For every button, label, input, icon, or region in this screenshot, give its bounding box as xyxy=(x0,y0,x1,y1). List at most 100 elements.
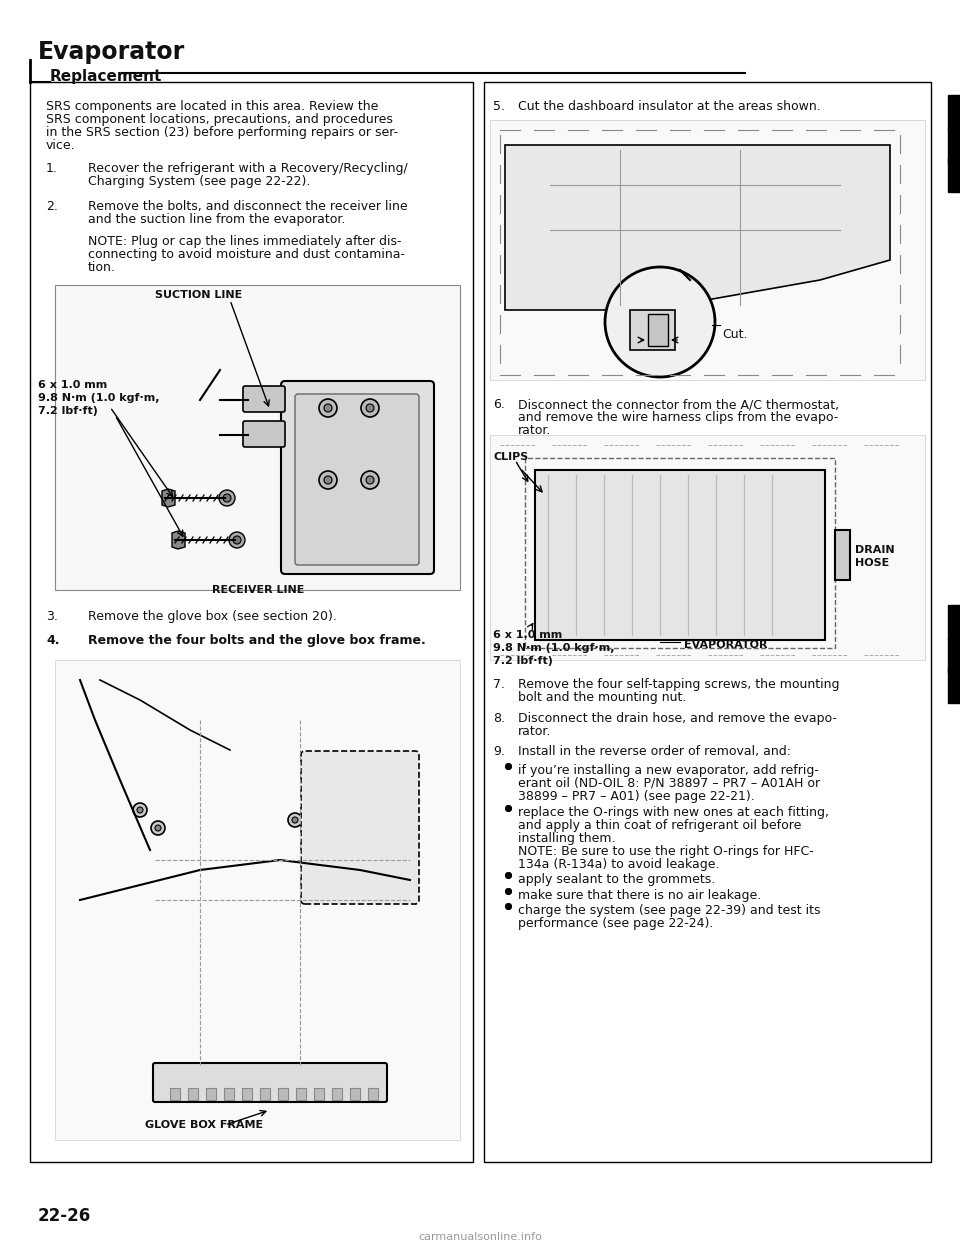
Circle shape xyxy=(605,267,715,378)
Bar xyxy=(535,469,825,640)
Text: Cut the dashboard insulator at the areas shown.: Cut the dashboard insulator at the areas… xyxy=(518,101,821,113)
Text: Replacement: Replacement xyxy=(50,70,162,84)
Text: CLIPS: CLIPS xyxy=(493,452,528,462)
Text: SRS component locations, precautions, and procedures: SRS component locations, precautions, an… xyxy=(46,113,393,125)
Text: 2.: 2. xyxy=(46,200,58,212)
Bar xyxy=(55,284,460,590)
Bar xyxy=(948,94,960,130)
Text: and apply a thin coat of refrigerant oil before: and apply a thin coat of refrigerant oil… xyxy=(518,818,802,832)
Text: 4.: 4. xyxy=(46,633,60,647)
Text: 38899 – PR7 – A01) (see page 22-21).: 38899 – PR7 – A01) (see page 22-21). xyxy=(518,790,755,804)
Text: 3.: 3. xyxy=(46,610,58,623)
Circle shape xyxy=(137,807,143,814)
Text: 6.: 6. xyxy=(493,397,505,411)
Bar xyxy=(296,1088,306,1100)
Text: Disconnect the drain hose, and remove the evapo-: Disconnect the drain hose, and remove th… xyxy=(518,712,837,725)
Text: DRAIN: DRAIN xyxy=(855,545,895,555)
Polygon shape xyxy=(172,532,185,549)
Text: replace the O-rings with new ones at each fitting,: replace the O-rings with new ones at eac… xyxy=(518,806,829,818)
Text: 7.2 lbf·ft): 7.2 lbf·ft) xyxy=(38,406,98,416)
Circle shape xyxy=(361,471,379,489)
Text: 9.8 N·m (1.0 kgf·m,: 9.8 N·m (1.0 kgf·m, xyxy=(493,643,614,653)
Text: 134a (R-134a) to avoid leakage.: 134a (R-134a) to avoid leakage. xyxy=(518,858,719,871)
Bar xyxy=(55,660,460,1140)
Bar xyxy=(648,314,668,347)
Text: tion.: tion. xyxy=(88,261,116,274)
Polygon shape xyxy=(505,145,890,310)
Text: RECEIVER LINE: RECEIVER LINE xyxy=(212,585,304,595)
Text: 9.: 9. xyxy=(493,745,505,758)
Text: and remove the wire harness clips from the evapo-: and remove the wire harness clips from t… xyxy=(518,411,838,424)
Bar xyxy=(350,1088,360,1100)
Circle shape xyxy=(151,821,165,835)
Text: 9.8 N·m (1.0 kgf·m,: 9.8 N·m (1.0 kgf·m, xyxy=(38,392,159,402)
Circle shape xyxy=(219,491,235,505)
Bar xyxy=(30,82,473,1163)
Text: 8.: 8. xyxy=(493,712,505,725)
Text: HOSE: HOSE xyxy=(855,558,889,568)
Text: and the suction line from the evaporator.: and the suction line from the evaporator… xyxy=(88,212,346,226)
Text: in the SRS section (23) before performing repairs or ser-: in the SRS section (23) before performin… xyxy=(46,125,398,139)
Text: erant oil (ND-OIL 8: P/N 38897 – PR7 – A01AH or: erant oil (ND-OIL 8: P/N 38897 – PR7 – A… xyxy=(518,777,820,790)
Bar xyxy=(525,458,835,648)
Circle shape xyxy=(361,399,379,417)
Text: Remove the four bolts and the glove box frame.: Remove the four bolts and the glove box … xyxy=(88,633,425,647)
FancyBboxPatch shape xyxy=(153,1063,387,1102)
Text: SRS components are located in this area. Review the: SRS components are located in this area.… xyxy=(46,101,378,113)
Text: bolt and the mounting nut.: bolt and the mounting nut. xyxy=(518,691,686,704)
Bar xyxy=(242,1088,252,1100)
Text: charge the system (see page 22-39) and test its: charge the system (see page 22-39) and t… xyxy=(518,904,821,917)
Circle shape xyxy=(319,471,337,489)
Bar xyxy=(170,1088,180,1100)
Text: 6 x 1.0 mm: 6 x 1.0 mm xyxy=(493,630,563,640)
Text: Recover the refrigerant with a Recovery/Recycling/: Recover the refrigerant with a Recovery/… xyxy=(88,161,408,175)
Text: NOTE: Plug or cap the lines immediately after dis-: NOTE: Plug or cap the lines immediately … xyxy=(88,235,401,248)
Circle shape xyxy=(303,831,317,845)
Text: make sure that there is no air leakage.: make sure that there is no air leakage. xyxy=(518,889,761,902)
Bar xyxy=(188,1088,198,1100)
Polygon shape xyxy=(162,489,175,507)
Bar xyxy=(224,1088,234,1100)
Text: Remove the four self-tapping screws, the mounting: Remove the four self-tapping screws, the… xyxy=(518,678,839,691)
Text: 7.2 lbf·ft): 7.2 lbf·ft) xyxy=(493,656,553,666)
Bar xyxy=(948,638,960,673)
Bar xyxy=(948,156,960,193)
Bar xyxy=(490,120,925,380)
FancyBboxPatch shape xyxy=(281,381,434,574)
Text: Remove the bolts, and disconnect the receiver line: Remove the bolts, and disconnect the rec… xyxy=(88,200,408,212)
Text: Install in the reverse order of removal, and:: Install in the reverse order of removal,… xyxy=(518,745,791,758)
Bar xyxy=(948,128,960,163)
Text: Remove the glove box (see section 20).: Remove the glove box (see section 20). xyxy=(88,610,337,623)
Text: Charging System (see page 22-22).: Charging System (see page 22-22). xyxy=(88,175,310,188)
Circle shape xyxy=(155,825,161,831)
Text: vice.: vice. xyxy=(46,139,76,152)
Circle shape xyxy=(292,817,298,823)
Bar xyxy=(835,530,850,580)
Text: performance (see page 22-24).: performance (see page 22-24). xyxy=(518,917,713,930)
Circle shape xyxy=(319,399,337,417)
Text: GLOVE BOX FRAME: GLOVE BOX FRAME xyxy=(145,1120,263,1130)
Circle shape xyxy=(223,494,231,502)
Bar xyxy=(314,1088,324,1100)
Bar xyxy=(260,1088,270,1100)
Text: carmanualsonline.info: carmanualsonline.info xyxy=(418,1232,542,1242)
FancyBboxPatch shape xyxy=(301,751,419,904)
Text: 5.: 5. xyxy=(493,101,505,113)
FancyBboxPatch shape xyxy=(243,386,285,412)
Bar xyxy=(630,310,675,350)
Text: rator.: rator. xyxy=(518,424,551,437)
Text: connecting to avoid moisture and dust contamina-: connecting to avoid moisture and dust co… xyxy=(88,248,405,261)
Text: Evaporator: Evaporator xyxy=(38,40,185,65)
Text: installing them.: installing them. xyxy=(518,832,615,845)
Text: 22-26: 22-26 xyxy=(38,1207,91,1225)
Bar xyxy=(490,435,925,660)
Circle shape xyxy=(229,532,245,548)
Circle shape xyxy=(324,476,332,484)
Circle shape xyxy=(288,814,302,827)
Circle shape xyxy=(366,476,374,484)
Text: apply sealant to the grommets.: apply sealant to the grommets. xyxy=(518,873,715,886)
Text: 7.: 7. xyxy=(493,678,505,691)
Text: rator.: rator. xyxy=(518,725,551,738)
Bar xyxy=(948,605,960,640)
Text: 1.: 1. xyxy=(46,161,58,175)
